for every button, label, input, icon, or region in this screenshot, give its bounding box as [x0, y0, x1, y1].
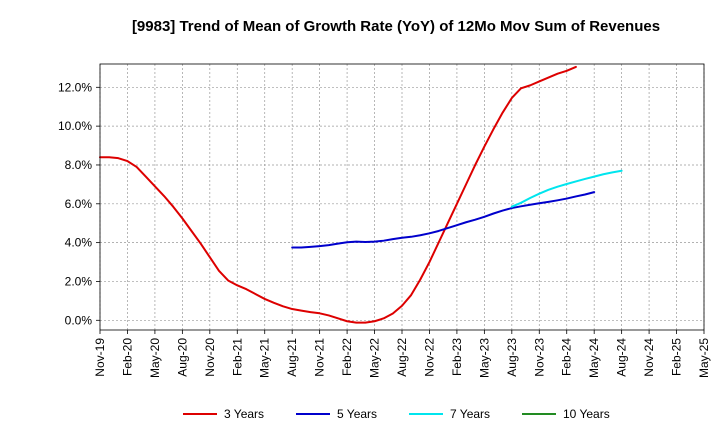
y-tick-label: 10.0%	[58, 119, 92, 133]
x-tick-label: Nov-24	[642, 338, 656, 377]
x-tick-label: Feb-25	[670, 338, 684, 376]
chart-title: [9983] Trend of Mean of Growth Rate (YoY…	[132, 18, 660, 35]
x-tick-label: May-20	[148, 338, 162, 378]
series-line-3-years	[99, 65, 577, 324]
x-tick-label: May-25	[697, 338, 711, 378]
x-tick-label: Feb-24	[560, 338, 574, 376]
legend-label: 5 Years	[337, 407, 377, 421]
series-layer	[99, 65, 623, 324]
x-tick-label: May-22	[368, 338, 382, 378]
x-tick-label: May-21	[258, 338, 272, 378]
x-tick-label: Feb-20	[120, 338, 134, 376]
x-tick-label: Nov-20	[203, 338, 217, 377]
series-line-7-years	[510, 169, 623, 208]
series-line-5-years	[291, 191, 596, 249]
y-tick-label: 4.0%	[65, 236, 93, 250]
x-tick-label: May-23	[477, 338, 491, 378]
x-tick-label: Feb-23	[450, 338, 464, 376]
y-tick-label: 2.0%	[65, 274, 93, 288]
legend-label: 7 Years	[450, 407, 490, 421]
x-tick-label: Aug-24	[615, 338, 629, 377]
y-tick-label: 8.0%	[65, 158, 93, 172]
y-axis: 0.0% 2.0% 4.0% 6.0% 8.0% 10.0% 12.0%	[58, 80, 100, 327]
x-tick-label: Aug-21	[285, 338, 299, 377]
y-tick-label: 6.0%	[65, 197, 93, 211]
x-axis: Nov-19 Feb-20 May-20 Aug-20 Nov-20 Feb-21 May-…	[93, 330, 711, 378]
legend-label: 10 Years	[563, 407, 610, 421]
x-tick-label: Aug-20	[175, 338, 189, 377]
x-tick-label: Nov-21	[313, 338, 327, 377]
x-tick-label: Feb-21	[230, 338, 244, 376]
y-tick-label: 12.0%	[58, 80, 92, 94]
legend-label: 3 Years	[224, 407, 264, 421]
x-tick-label: Nov-19	[93, 338, 107, 377]
x-tick-label: Nov-23	[532, 338, 546, 377]
x-tick-label: Aug-22	[395, 338, 409, 377]
grid-lines	[99, 64, 705, 330]
x-tick-label: Feb-22	[340, 338, 354, 376]
x-tick-label: May-24	[587, 338, 601, 378]
x-tick-label: Nov-22	[422, 338, 436, 377]
x-tick-label: Aug-23	[505, 338, 519, 377]
y-tick-label: 0.0%	[65, 313, 93, 327]
legend: 3 Years 5 Years 7 Years 10 Years	[183, 407, 610, 421]
